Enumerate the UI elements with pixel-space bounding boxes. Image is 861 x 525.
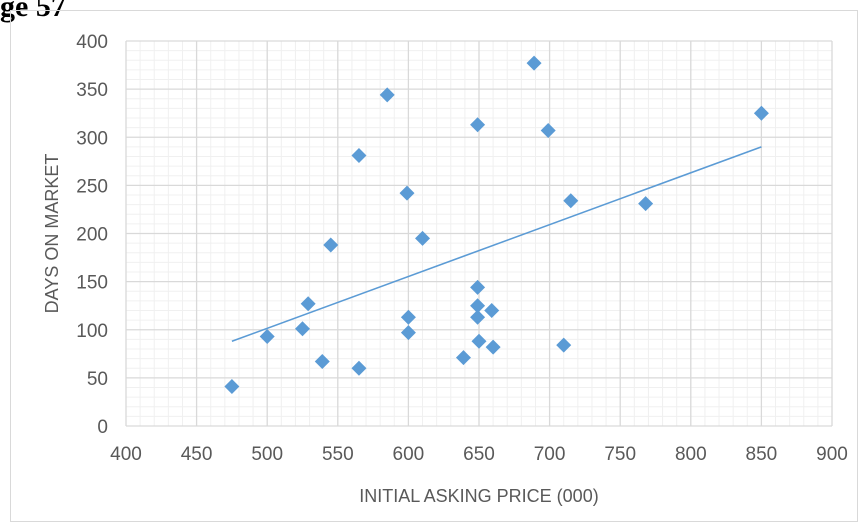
- data-point: [399, 185, 415, 201]
- data-point: [540, 123, 556, 139]
- y-tick-label: 50: [87, 369, 108, 390]
- y-tick-label: 200: [76, 225, 108, 246]
- data-point: [484, 303, 500, 318]
- y-tick-labels: 0 50 100 150 200 250 300 350 400: [76, 32, 108, 438]
- x-axis-title: INITIAL ASKING PRICE (000): [359, 486, 598, 506]
- major-gridlines: [125, 40, 833, 427]
- x-tick-label: 650: [463, 444, 495, 465]
- data-point: [400, 325, 416, 341]
- x-tick-label: 600: [393, 444, 425, 465]
- y-tick-label: 150: [76, 273, 108, 294]
- page-header-fragment: ge 57: [0, 0, 66, 23]
- y-tick-label: 0: [97, 417, 108, 438]
- x-tick-label: 550: [322, 444, 354, 465]
- data-point: [351, 360, 367, 376]
- data-point: [470, 117, 486, 133]
- x-tick-labels: 400 450 500 550 600 650 700 750 800 850 900: [110, 444, 848, 465]
- data-point: [259, 328, 275, 344]
- x-tick-label: 700: [534, 444, 566, 465]
- data-point: [638, 196, 654, 212]
- y-tick-label: 350: [76, 80, 108, 101]
- data-point: [224, 379, 240, 395]
- data-point: [323, 237, 339, 253]
- x-tick-label: 900: [816, 444, 848, 465]
- x-tick-label: 500: [251, 444, 283, 465]
- data-points: [224, 55, 769, 395]
- data-point: [314, 354, 330, 370]
- data-point: [300, 296, 316, 312]
- y-tick-label: 100: [76, 321, 108, 342]
- chart-area: [10, 10, 858, 522]
- x-tick-label: 850: [746, 444, 778, 465]
- y-tick-label: 400: [76, 32, 108, 53]
- x-tick-label: 800: [675, 444, 707, 465]
- trendline-group: [231, 146, 762, 343]
- y-tick-label: 250: [76, 176, 108, 197]
- data-point: [295, 321, 310, 337]
- x-tick-label: 750: [604, 444, 636, 465]
- data-point: [470, 309, 486, 325]
- x-tick-label: 400: [110, 444, 142, 465]
- data-point: [556, 337, 572, 353]
- data-point: [563, 193, 579, 209]
- data-point: [455, 350, 471, 366]
- data-point: [400, 309, 416, 325]
- data-point: [485, 339, 501, 355]
- data-point: [470, 279, 486, 295]
- data-point: [415, 230, 431, 246]
- data-point: [470, 298, 486, 314]
- data-point: [379, 87, 395, 103]
- y-axis-title: DAYS ON MARKET: [42, 154, 62, 314]
- data-point: [526, 55, 542, 71]
- data-point: [753, 105, 769, 121]
- x-tick-label: 450: [181, 444, 213, 465]
- trendline: [231, 146, 762, 343]
- y-tick-label: 300: [76, 128, 108, 149]
- data-point: [471, 333, 487, 349]
- data-point: [351, 148, 367, 164]
